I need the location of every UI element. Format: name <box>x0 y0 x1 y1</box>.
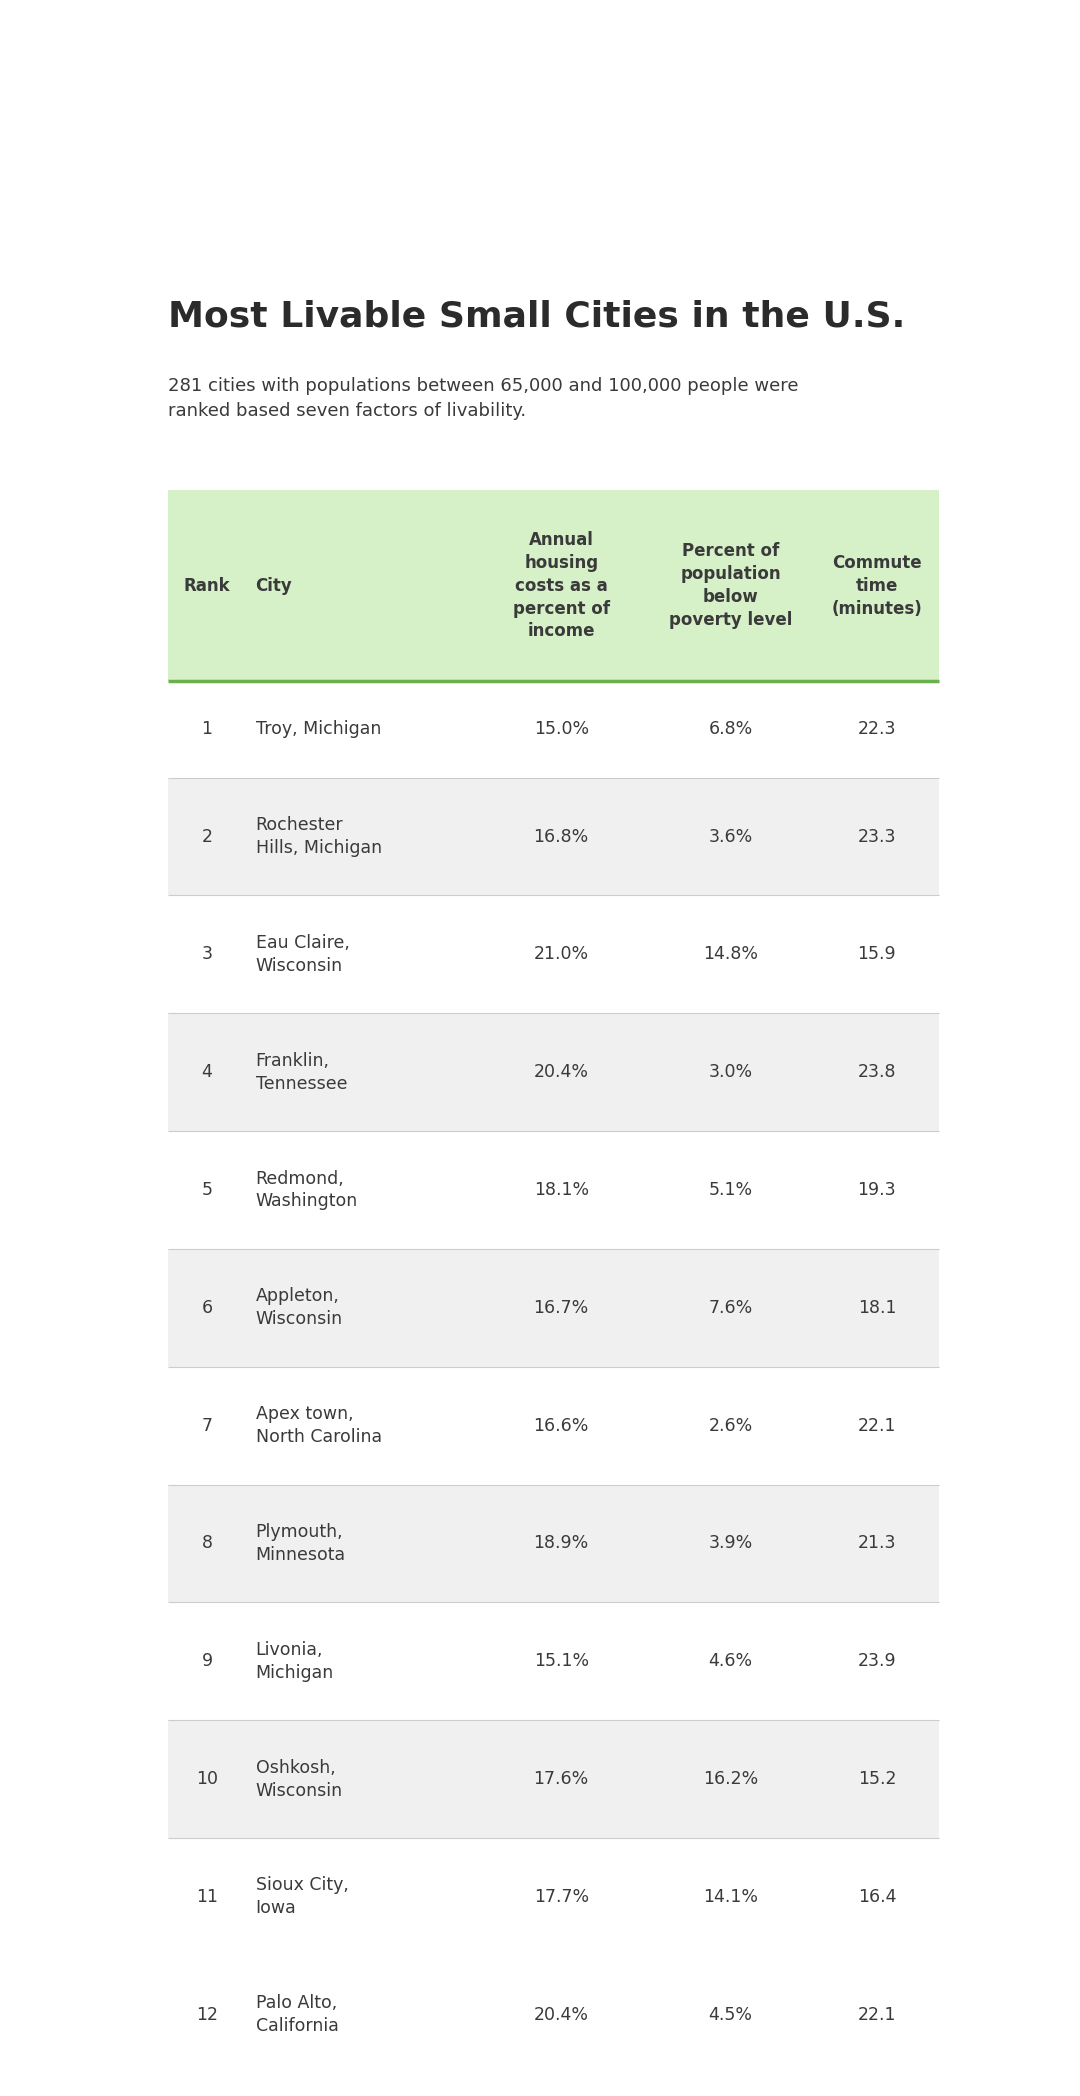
Text: 7: 7 <box>202 1417 213 1434</box>
Text: City: City <box>256 576 293 595</box>
Text: 14.1%: 14.1% <box>703 1888 758 1905</box>
Text: 8: 8 <box>202 1534 213 1553</box>
Text: Annual
housing
costs as a
percent of
income: Annual housing costs as a percent of inc… <box>513 530 610 641</box>
Bar <box>168 1012 939 1132</box>
Bar <box>168 1721 939 1838</box>
Text: 15.0%: 15.0% <box>534 721 589 738</box>
Text: 22.1: 22.1 <box>858 1417 896 1434</box>
Bar <box>168 895 939 1012</box>
Text: 4.6%: 4.6% <box>708 1652 753 1671</box>
Text: 5: 5 <box>202 1180 213 1199</box>
Bar <box>168 1838 939 1956</box>
Text: 16.7%: 16.7% <box>534 1300 589 1316</box>
Text: Franklin,
Tennessee: Franklin, Tennessee <box>256 1052 347 1092</box>
Text: 23.3: 23.3 <box>858 828 896 845</box>
Text: 18.9%: 18.9% <box>534 1534 589 1553</box>
Text: 18.1: 18.1 <box>858 1300 896 1316</box>
Bar <box>168 778 939 895</box>
Text: 3.9%: 3.9% <box>708 1534 753 1553</box>
Bar <box>168 1601 939 1721</box>
Text: 11: 11 <box>195 1888 218 1905</box>
Bar <box>168 1132 939 1249</box>
Text: Rank: Rank <box>184 576 230 595</box>
Text: Apex town,
North Carolina: Apex town, North Carolina <box>256 1404 381 1446</box>
Text: Redmond,
Washington: Redmond, Washington <box>256 1170 357 1211</box>
Text: 21.3: 21.3 <box>858 1534 896 1553</box>
Text: Percent of
population
below
poverty level: Percent of population below poverty leve… <box>669 543 793 629</box>
Text: 3.6%: 3.6% <box>708 828 753 845</box>
Text: Palo Alto,
California: Palo Alto, California <box>256 1993 338 2035</box>
Text: Appleton,
Wisconsin: Appleton, Wisconsin <box>256 1287 342 1329</box>
Text: Troy, Michigan: Troy, Michigan <box>256 721 381 738</box>
Bar <box>168 681 939 778</box>
Text: Sioux City,
Iowa: Sioux City, Iowa <box>256 1876 349 1918</box>
Text: 20.4%: 20.4% <box>534 2006 589 2025</box>
Text: 18.1%: 18.1% <box>534 1180 589 1199</box>
Bar <box>168 1249 939 1367</box>
Text: 10: 10 <box>195 1771 218 1788</box>
Text: 1: 1 <box>202 721 213 738</box>
Text: 2: 2 <box>202 828 213 845</box>
Text: 15.2: 15.2 <box>858 1771 896 1788</box>
Text: 21.0%: 21.0% <box>534 945 589 964</box>
Bar <box>168 1956 939 2073</box>
Text: Commute
time
(minutes): Commute time (minutes) <box>832 553 922 618</box>
Text: 20.4%: 20.4% <box>534 1063 589 1082</box>
Bar <box>168 2073 939 2096</box>
Text: 3: 3 <box>202 945 213 964</box>
Text: 23.8: 23.8 <box>858 1063 896 1082</box>
Text: 15.9: 15.9 <box>858 945 896 964</box>
Text: 281 cities with populations between 65,000 and 100,000 people were
ranked based : 281 cities with populations between 65,0… <box>168 377 799 421</box>
Text: Rochester
Hills, Michigan: Rochester Hills, Michigan <box>256 815 381 857</box>
Text: Eau Claire,
Wisconsin: Eau Claire, Wisconsin <box>256 935 350 975</box>
Bar <box>168 1484 939 1601</box>
Text: 16.6%: 16.6% <box>534 1417 589 1434</box>
Text: 16.8%: 16.8% <box>534 828 589 845</box>
Text: Livonia,
Michigan: Livonia, Michigan <box>256 1641 334 1681</box>
Text: 9: 9 <box>201 1652 213 1671</box>
Text: 22.1: 22.1 <box>858 2006 896 2025</box>
Text: 15.1%: 15.1% <box>534 1652 589 1671</box>
Text: 6: 6 <box>201 1300 213 1316</box>
Text: 19.3: 19.3 <box>858 1180 896 1199</box>
Text: 12: 12 <box>195 2006 218 2025</box>
Text: 4: 4 <box>202 1063 213 1082</box>
Text: 22.3: 22.3 <box>858 721 896 738</box>
Text: 16.2%: 16.2% <box>703 1771 758 1788</box>
Bar <box>168 490 939 681</box>
Text: 7.6%: 7.6% <box>708 1300 753 1316</box>
Text: 5.1%: 5.1% <box>708 1180 753 1199</box>
Text: 17.6%: 17.6% <box>534 1771 589 1788</box>
Text: 4.5%: 4.5% <box>708 2006 753 2025</box>
Bar <box>168 1367 939 1484</box>
Text: 3.0%: 3.0% <box>708 1063 753 1082</box>
Text: 17.7%: 17.7% <box>534 1888 589 1905</box>
Text: 2.6%: 2.6% <box>708 1417 753 1434</box>
Text: 14.8%: 14.8% <box>703 945 758 964</box>
Text: Plymouth,
Minnesota: Plymouth, Minnesota <box>256 1524 346 1564</box>
Text: Most Livable Small Cities in the U.S.: Most Livable Small Cities in the U.S. <box>168 300 906 333</box>
Text: 23.9: 23.9 <box>858 1652 896 1671</box>
Text: 6.8%: 6.8% <box>708 721 753 738</box>
Text: Oshkosh,
Wisconsin: Oshkosh, Wisconsin <box>256 1759 342 1800</box>
Text: 16.4: 16.4 <box>858 1888 896 1905</box>
